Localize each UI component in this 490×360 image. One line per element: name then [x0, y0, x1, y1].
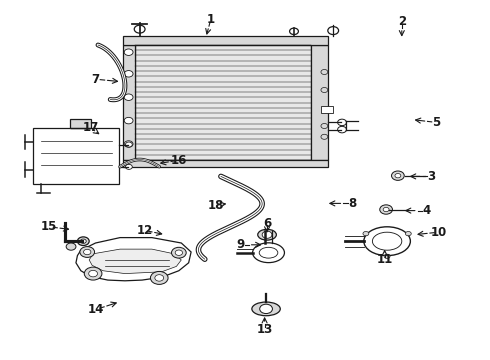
- Circle shape: [328, 27, 339, 35]
- Circle shape: [66, 243, 76, 250]
- Ellipse shape: [364, 227, 411, 256]
- Circle shape: [125, 164, 132, 170]
- Polygon shape: [33, 128, 119, 184]
- Circle shape: [384, 254, 390, 258]
- Polygon shape: [311, 45, 328, 160]
- Ellipse shape: [258, 229, 276, 240]
- Circle shape: [80, 247, 95, 257]
- Text: 2: 2: [398, 15, 406, 28]
- Text: 5: 5: [432, 116, 440, 129]
- Circle shape: [124, 141, 133, 147]
- Polygon shape: [122, 36, 328, 45]
- Circle shape: [338, 119, 346, 126]
- Circle shape: [321, 123, 328, 129]
- Text: 15: 15: [41, 220, 57, 233]
- Circle shape: [124, 117, 133, 124]
- Text: 7: 7: [92, 73, 99, 86]
- Circle shape: [84, 267, 102, 280]
- Circle shape: [260, 304, 272, 314]
- Circle shape: [392, 171, 404, 180]
- Circle shape: [80, 239, 86, 243]
- Circle shape: [290, 28, 298, 35]
- Text: 9: 9: [236, 238, 244, 251]
- Circle shape: [125, 142, 132, 147]
- Circle shape: [150, 271, 168, 284]
- Circle shape: [124, 71, 133, 77]
- Polygon shape: [76, 238, 191, 281]
- Circle shape: [405, 231, 411, 236]
- Text: 18: 18: [207, 199, 224, 212]
- Text: 11: 11: [376, 253, 393, 266]
- Circle shape: [77, 237, 89, 246]
- Circle shape: [124, 94, 133, 100]
- Circle shape: [321, 87, 328, 93]
- Text: 4: 4: [422, 204, 430, 217]
- Circle shape: [262, 231, 272, 238]
- Circle shape: [124, 49, 133, 55]
- Circle shape: [338, 126, 346, 133]
- Circle shape: [83, 249, 91, 255]
- Circle shape: [134, 25, 145, 33]
- Text: 17: 17: [82, 121, 99, 134]
- Circle shape: [395, 174, 401, 178]
- Text: 8: 8: [349, 197, 357, 210]
- Text: 14: 14: [87, 303, 104, 316]
- Text: 16: 16: [171, 154, 187, 167]
- Circle shape: [321, 134, 328, 139]
- Circle shape: [363, 231, 369, 236]
- Text: 13: 13: [256, 323, 273, 336]
- Polygon shape: [89, 249, 181, 274]
- Polygon shape: [122, 160, 328, 167]
- Polygon shape: [321, 106, 333, 113]
- Polygon shape: [135, 45, 311, 160]
- Circle shape: [321, 69, 328, 75]
- Polygon shape: [70, 119, 91, 128]
- Text: 12: 12: [136, 224, 153, 237]
- Text: 6: 6: [263, 217, 271, 230]
- Circle shape: [380, 205, 392, 214]
- Text: 10: 10: [430, 226, 447, 239]
- Text: 1: 1: [207, 13, 215, 26]
- Circle shape: [383, 207, 389, 212]
- Polygon shape: [122, 45, 135, 160]
- Ellipse shape: [252, 302, 280, 316]
- Circle shape: [175, 250, 182, 256]
- Circle shape: [172, 247, 186, 258]
- Text: 3: 3: [427, 170, 435, 183]
- Ellipse shape: [253, 243, 284, 263]
- Circle shape: [89, 270, 98, 277]
- Circle shape: [155, 275, 164, 281]
